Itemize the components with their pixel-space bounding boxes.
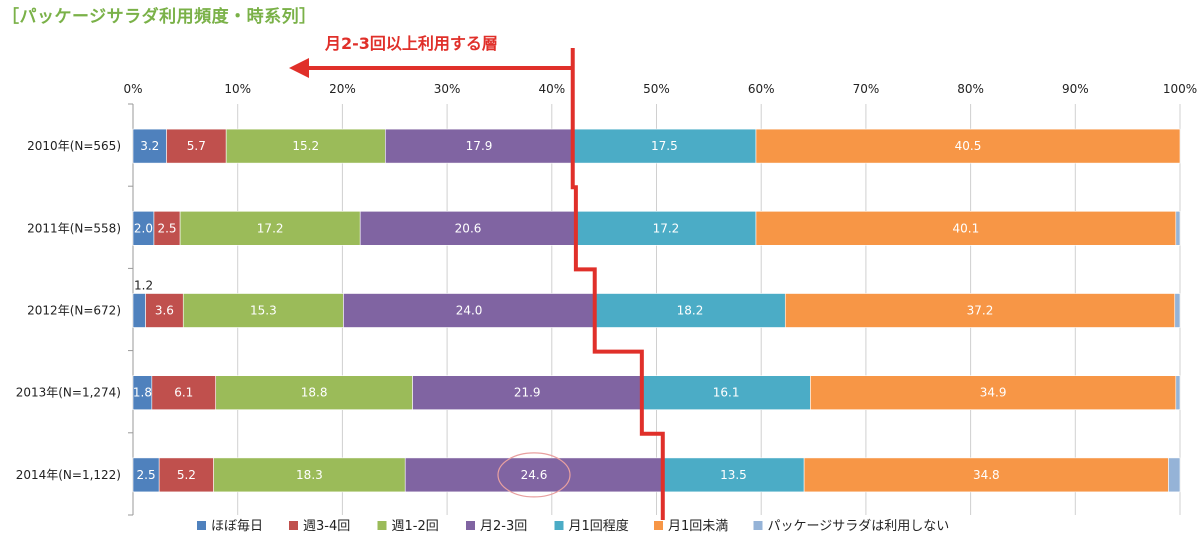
bar-segment [182,293,344,328]
data-label: 6.1 [174,386,193,400]
legend-label: パッケージサラダは利用しない [768,519,950,534]
data-label: 5.7 [187,139,206,153]
category-label: 2014年(N=1,122) [16,468,121,482]
legend-swatch [197,521,206,530]
annotation-arrow-head [289,58,309,78]
data-label: 13.5 [720,468,747,482]
bar-segment [132,128,167,164]
legend-swatch [554,521,564,530]
data-label: 18.8 [301,386,328,400]
data-label: 20.6 [455,221,482,235]
bar-segment [158,457,214,493]
category-label: 2010年(N=565) [27,139,121,153]
data-label: 3.6 [155,304,174,318]
x-tick-label: 50% [643,82,670,96]
bar-segment [575,211,757,246]
x-tick-label: 60% [748,82,775,96]
bar-segment [572,128,757,164]
category-label: 2013年(N=1,274) [16,386,121,400]
bar-segment [1168,457,1181,493]
bar-segment [153,211,181,246]
chart-title: ［パッケージサラダ利用頻度・時系列］ [2,7,317,27]
threshold-step-line [570,48,665,520]
bar-segment [179,211,361,246]
data-label: 21.9 [514,386,541,400]
legend-swatch [289,521,298,530]
data-label: 2.0 [134,221,153,235]
data-label: 24.6 [521,468,548,482]
data-label: 1.8 [133,386,152,400]
data-label: 1.2 [134,279,153,293]
data-label: 17.2 [257,221,284,235]
category-label: 2011年(N=558) [27,221,121,235]
data-label: 15.3 [250,304,277,318]
bar-segment [641,375,811,411]
bar-segment [755,128,1181,164]
legend-swatch [753,521,763,530]
data-label: 40.5 [955,139,982,153]
data-label: 15.2 [292,139,319,153]
x-tick-label: 70% [853,82,880,96]
bar-segment [359,211,577,246]
legend-label: 週1-2回 [392,519,439,534]
bar-segment [145,293,184,328]
legend-label: 月1回程度 [569,518,629,534]
data-label: 17.9 [466,139,493,153]
data-label: 34.8 [973,468,1000,482]
data-label: 18.2 [677,304,704,318]
data-label: 2.5 [137,468,156,482]
bar-segment [1175,211,1181,246]
bar-segment [662,457,805,493]
data-label: 40.1 [953,221,980,235]
data-label: 2.5 [157,221,176,235]
data-label: 18.3 [296,468,323,482]
data-label: 37.2 [967,304,994,318]
legend-swatch [654,521,663,530]
bar-segment [213,457,406,493]
x-tick-label: 40% [538,82,565,96]
bar-segment [215,375,413,411]
bar-segment [784,293,1176,328]
bar-segment [343,293,596,328]
legend-label: 週3-4回 [303,519,350,534]
category-label: 2012年(N=672) [27,304,121,318]
data-label: 34.9 [980,386,1007,400]
bar-segment [1174,293,1181,328]
data-label: 17.5 [651,139,678,153]
x-tick-label: 100% [1163,82,1197,96]
data-label: 17.2 [653,221,680,235]
bar-segment [151,375,217,411]
x-tick-label: 30% [434,82,461,96]
bar-segment [404,457,664,493]
bar-segment [412,375,643,411]
data-label: 3.2 [140,139,159,153]
x-tick-label: 0% [123,82,142,96]
x-tick-label: 20% [329,82,356,96]
data-label: 5.2 [177,468,196,482]
bar-segment [132,293,146,328]
legend-label: 月1回未満 [668,519,728,534]
bar-segment [755,211,1177,246]
legend-swatch [377,521,387,530]
x-tick-label: 90% [1062,82,1089,96]
annotation-label: 月2-3回以上利用する層 [325,34,498,53]
highlight-ellipse [497,452,571,498]
x-tick-label: 80% [957,82,984,96]
legend-label: 月2-3回 [480,519,527,534]
legend-swatch [466,521,475,530]
x-tick-label: 10% [224,82,251,96]
bar-segment [810,375,1177,411]
bar-segment [132,457,160,493]
bar-segment [594,293,786,328]
bar-segment [1175,375,1181,411]
bar-segment [166,128,227,164]
data-label: 24.0 [456,304,483,318]
legend-label: ほぼ毎日 [211,518,263,534]
data-label: 16.1 [713,386,740,400]
